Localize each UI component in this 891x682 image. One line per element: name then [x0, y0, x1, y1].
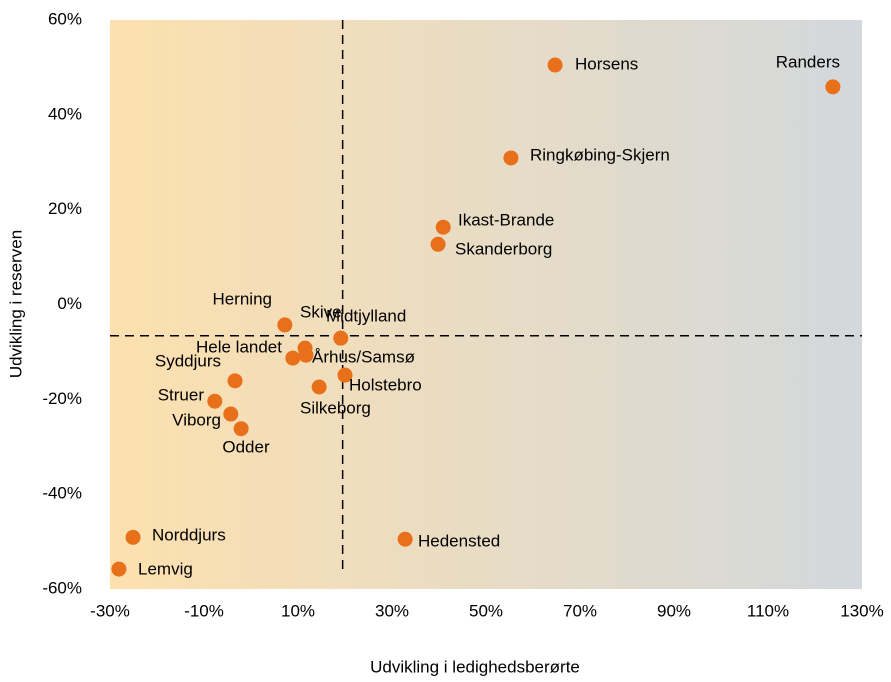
point-label: Ringkøbing-Skjern [530, 145, 670, 164]
point-label: Ikast-Brande [458, 210, 554, 229]
point-label: Århus/Samsø [312, 347, 415, 366]
point [337, 367, 353, 383]
x-tick-label: 130% [840, 601, 883, 620]
point [233, 421, 249, 437]
point-label: Herning [212, 289, 272, 308]
point-label: Hedensted [418, 531, 500, 550]
point [223, 406, 239, 422]
x-tick-label: 110% [747, 601, 789, 620]
point [503, 150, 519, 166]
point [435, 219, 451, 235]
y-tick-label: 20% [48, 199, 82, 218]
x-tick-label: -30% [90, 601, 130, 620]
point [285, 350, 301, 366]
y-tick-label: -40% [42, 484, 82, 503]
point-label: Midtjylland [326, 306, 406, 325]
point [397, 531, 413, 547]
plot-area [110, 20, 862, 589]
y-tick-label: -60% [42, 578, 82, 597]
x-tick-label: 90% [657, 601, 691, 620]
x-tick-label: 30% [375, 601, 409, 620]
point [430, 236, 446, 252]
y-axis-label: Udvikling i reserven [6, 230, 25, 378]
x-tick-label: 10% [281, 601, 315, 620]
point [125, 529, 141, 545]
y-tick-label: 60% [48, 9, 82, 28]
y-tick-label: 40% [48, 104, 82, 123]
x-tick-label: 50% [469, 601, 503, 620]
point-label: Horsens [575, 54, 638, 73]
point-label: Lemvig [138, 559, 193, 578]
point-label: Odder [222, 437, 270, 456]
point-label: Skanderborg [455, 239, 552, 258]
point [207, 393, 223, 409]
x-axis-label: Udvikling i ledighedsberørte [370, 657, 580, 676]
point [547, 57, 563, 73]
point [333, 330, 349, 346]
point [111, 561, 127, 577]
point [227, 373, 243, 389]
x-tick-label: 70% [563, 601, 597, 620]
point-label: Norddjurs [152, 525, 226, 544]
point-label: Holstebro [349, 375, 422, 394]
point [298, 347, 314, 363]
point [825, 79, 841, 95]
point-label: Viborg [172, 410, 221, 429]
point [311, 379, 327, 395]
point-label: Randers [776, 52, 840, 71]
point-label: Silkeborg [300, 398, 371, 417]
point-label: Skive [300, 302, 342, 321]
point-label: Struer [158, 385, 205, 404]
y-tick-label: -20% [42, 389, 82, 408]
point [277, 317, 293, 333]
x-tick-label: -10% [184, 601, 224, 620]
point-label: Hele landet [196, 337, 282, 356]
point-label: Syddjurs [155, 351, 221, 370]
y-tick-label: 0% [57, 294, 82, 313]
